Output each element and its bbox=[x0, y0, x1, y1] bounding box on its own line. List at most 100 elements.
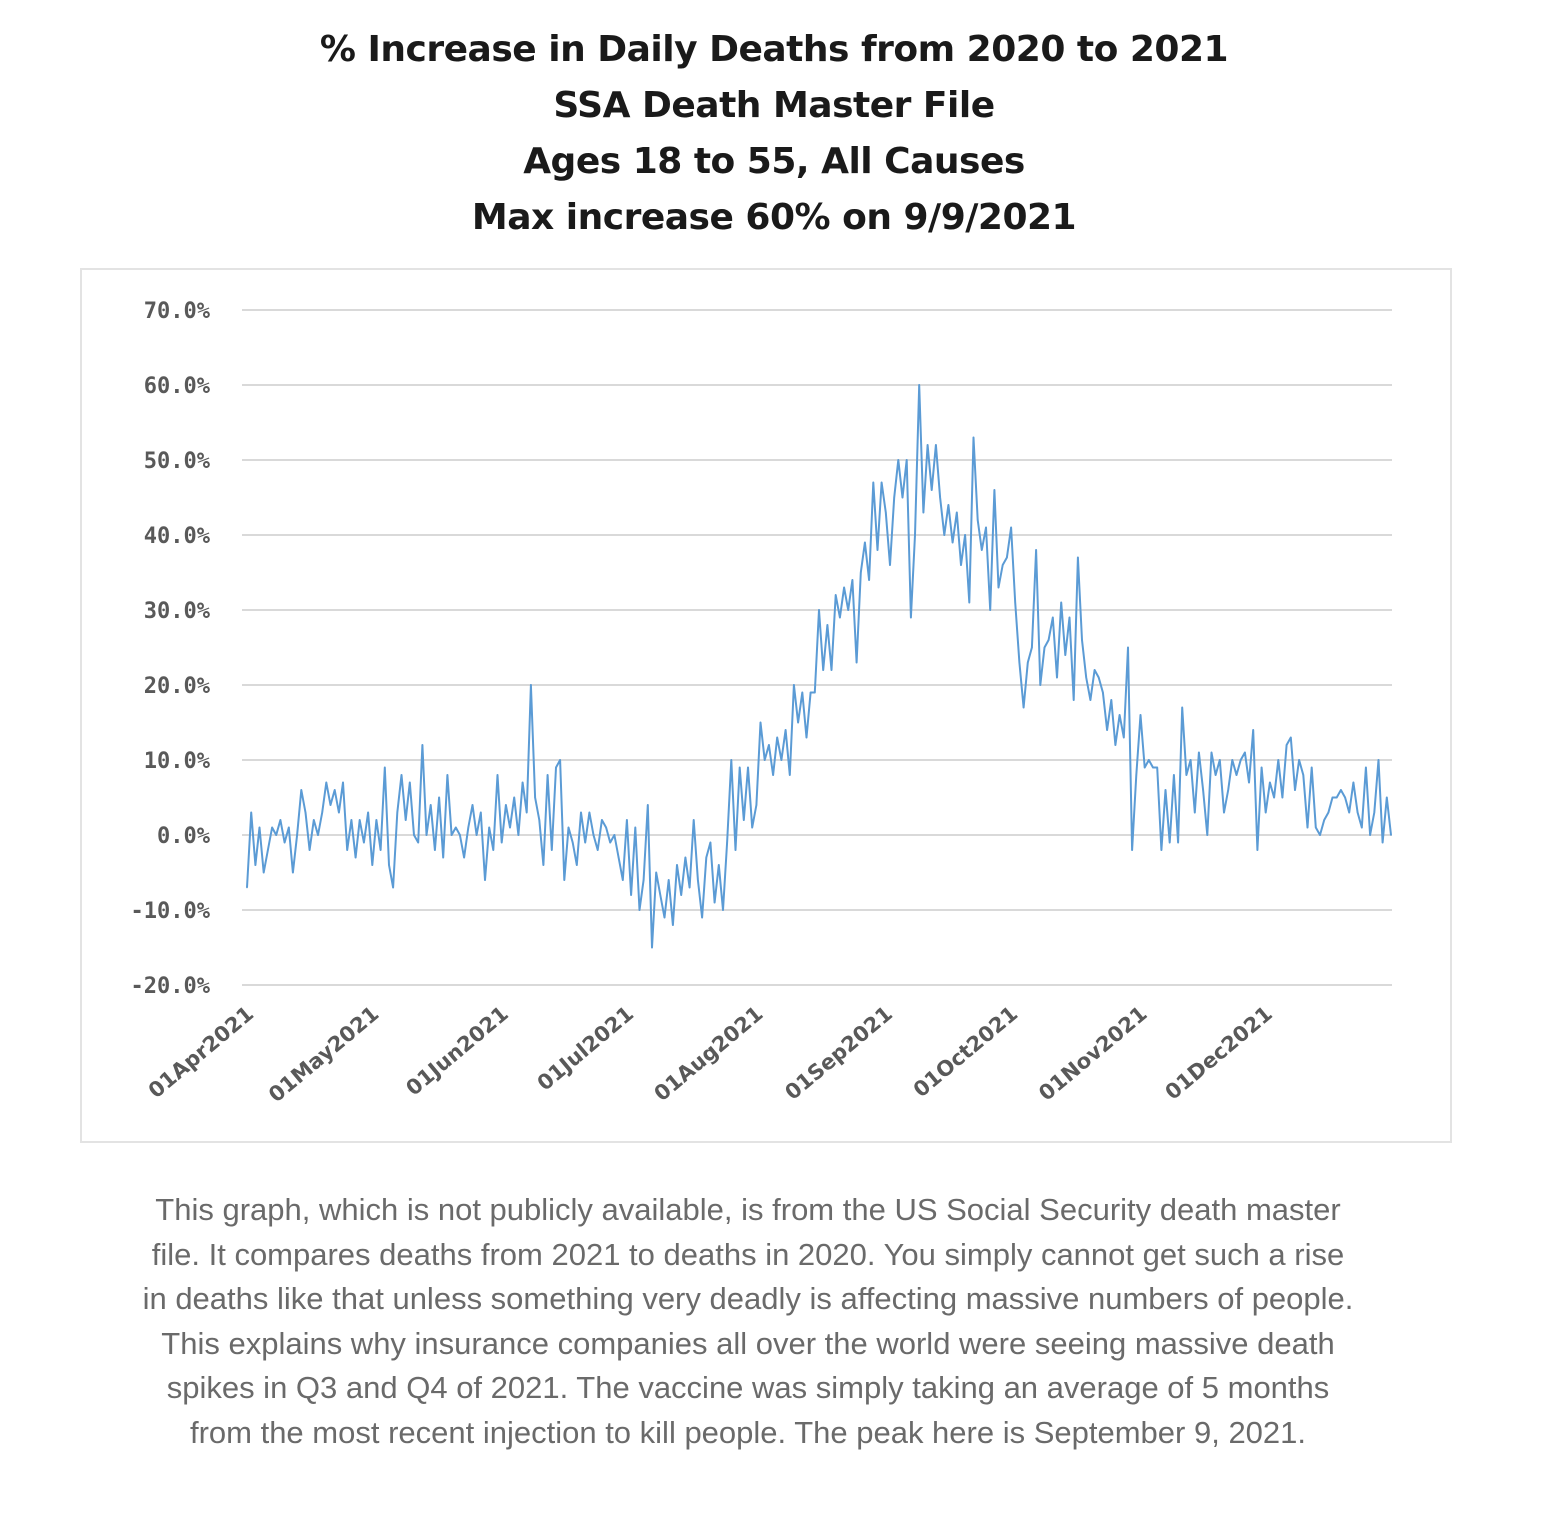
data-point bbox=[768, 744, 770, 746]
data-point bbox=[338, 811, 340, 814]
data-point bbox=[910, 616, 912, 619]
data-point bbox=[283, 841, 286, 844]
data-point bbox=[793, 684, 795, 686]
data-point bbox=[784, 729, 787, 731]
data-point bbox=[363, 841, 365, 844]
data-point bbox=[1039, 684, 1042, 686]
data-point bbox=[893, 496, 895, 499]
data-point bbox=[922, 511, 925, 514]
data-point bbox=[329, 804, 332, 806]
data-point bbox=[1198, 751, 1200, 754]
chart-title-line-1: % Increase in Daily Deaths from 2020 to … bbox=[319, 29, 1229, 70]
data-point bbox=[1315, 826, 1317, 829]
data-point bbox=[1127, 646, 1129, 649]
data-point bbox=[789, 774, 791, 776]
data-point bbox=[1081, 639, 1083, 641]
data-point bbox=[1356, 811, 1359, 814]
data-point bbox=[417, 841, 420, 844]
data-point bbox=[905, 459, 908, 461]
data-point bbox=[1252, 729, 1254, 731]
data-point bbox=[538, 819, 541, 821]
data-point bbox=[413, 834, 415, 836]
data-point bbox=[972, 436, 975, 439]
x-tick-label: 01Jul2021 bbox=[533, 1001, 639, 1095]
data-point bbox=[663, 916, 666, 919]
data-point bbox=[809, 691, 812, 694]
y-tick-label: 30.0% bbox=[144, 599, 211, 624]
data-point bbox=[1089, 699, 1092, 701]
data-point bbox=[304, 811, 307, 814]
data-point bbox=[450, 834, 453, 836]
y-tick-label: -10.0% bbox=[131, 899, 211, 924]
data-point bbox=[530, 684, 532, 686]
data-point bbox=[325, 781, 328, 784]
data-point bbox=[851, 579, 854, 581]
data-point bbox=[930, 489, 933, 491]
data-point bbox=[1340, 789, 1342, 791]
data-point bbox=[705, 856, 708, 859]
data-point bbox=[1277, 759, 1280, 761]
y-tick-label: 50.0% bbox=[144, 449, 211, 474]
data-point bbox=[830, 669, 833, 671]
data-point bbox=[279, 819, 282, 821]
data-point bbox=[1143, 766, 1146, 769]
data-point bbox=[1156, 766, 1158, 769]
series-layer bbox=[246, 384, 1392, 949]
data-point bbox=[308, 849, 311, 851]
data-point bbox=[1352, 781, 1355, 784]
data-point bbox=[333, 789, 336, 791]
data-point bbox=[592, 834, 595, 836]
data-point bbox=[1365, 766, 1367, 769]
data-point bbox=[1064, 654, 1067, 656]
data-point bbox=[1047, 639, 1050, 641]
data-point bbox=[667, 879, 670, 881]
data-point bbox=[296, 834, 298, 836]
data-point bbox=[271, 826, 273, 829]
y-tick-label: -20.0% bbox=[131, 974, 211, 999]
data-point bbox=[889, 564, 891, 566]
y-tick-label: 60.0% bbox=[144, 374, 211, 399]
data-point bbox=[505, 804, 507, 806]
y-tick-label: 10.0% bbox=[144, 749, 211, 774]
data-point bbox=[1210, 751, 1213, 754]
data-point bbox=[513, 796, 515, 799]
data-point bbox=[1139, 714, 1142, 716]
data-point bbox=[634, 826, 637, 829]
y-tick-label: 70.0% bbox=[144, 299, 211, 324]
data-point bbox=[434, 849, 436, 851]
data-point bbox=[718, 864, 720, 866]
data-point bbox=[776, 736, 778, 739]
data-point bbox=[826, 624, 829, 626]
data-point bbox=[688, 886, 691, 889]
data-point bbox=[964, 534, 966, 536]
data-point bbox=[350, 819, 353, 821]
data-point bbox=[342, 781, 344, 784]
data-point bbox=[317, 834, 319, 836]
data-point bbox=[1248, 781, 1250, 784]
data-point bbox=[651, 946, 653, 949]
data-point bbox=[726, 841, 728, 844]
data-point bbox=[763, 759, 766, 761]
data-point bbox=[713, 901, 716, 904]
data-point bbox=[446, 774, 449, 776]
data-point bbox=[1168, 841, 1171, 844]
data-point bbox=[751, 826, 753, 829]
data-point bbox=[1323, 819, 1325, 821]
data-point bbox=[1085, 676, 1087, 679]
data-point bbox=[1097, 676, 1100, 679]
data-point bbox=[400, 774, 403, 776]
data-point bbox=[1319, 834, 1321, 836]
y-axis-tick-labels: 70.0% 60.0% 50.0% 40.0% 30.0% 20.0% 10.0% 0.0% -… bbox=[131, 299, 211, 999]
data-point bbox=[1369, 834, 1371, 836]
data-point bbox=[1148, 759, 1150, 761]
data-point bbox=[488, 826, 491, 829]
data-point bbox=[743, 819, 745, 821]
data-point bbox=[551, 849, 553, 851]
data-point bbox=[918, 384, 920, 386]
data-point bbox=[951, 541, 954, 544]
data-point bbox=[1118, 714, 1121, 716]
data-point bbox=[534, 796, 536, 799]
data-point bbox=[935, 444, 937, 446]
data-point bbox=[1206, 834, 1209, 836]
data-point bbox=[672, 924, 674, 926]
